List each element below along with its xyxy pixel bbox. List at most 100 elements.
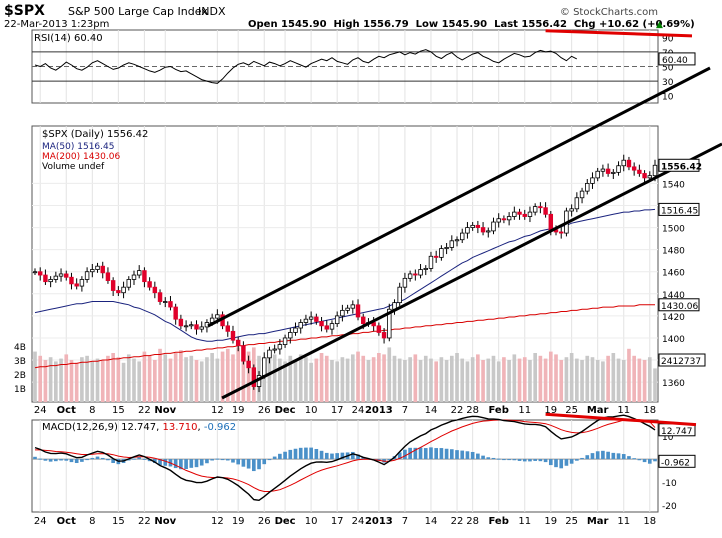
candle-body <box>110 280 116 291</box>
candle-body <box>381 332 387 339</box>
macd-histogram-bar <box>314 448 319 460</box>
volume-bar <box>215 358 220 402</box>
volume-bar <box>418 360 423 402</box>
candle-body <box>163 301 168 303</box>
candle-body <box>475 224 481 228</box>
macd-histogram-bar <box>179 459 183 470</box>
price-x-tick-label: 22 <box>451 405 464 416</box>
volume-bar <box>319 353 324 402</box>
price-tick-label: 1420 <box>662 313 685 323</box>
candle-body <box>585 183 590 192</box>
volume-bar <box>387 347 392 402</box>
volume-bar <box>90 361 95 402</box>
candle-body <box>183 325 189 328</box>
volume-bar <box>262 360 267 402</box>
price-x-tick-label: 11 <box>617 405 630 416</box>
candle-body <box>69 276 74 285</box>
candle-body <box>298 322 303 329</box>
date-time: 22-Mar-2013 1:23pm <box>4 19 109 30</box>
volume-bar <box>48 357 53 402</box>
macd-histogram-bar <box>538 459 543 462</box>
volume-bar <box>267 357 272 402</box>
candle-body <box>361 316 366 325</box>
rsi-value-box <box>658 52 696 66</box>
candle-body <box>616 165 621 173</box>
candle-body <box>314 316 319 322</box>
macd-histogram-bar <box>387 459 392 461</box>
macd-histogram-bar <box>397 452 402 460</box>
price-x-tick-label: 15 <box>112 405 125 416</box>
candle-body <box>121 286 126 294</box>
candle-body <box>303 318 309 323</box>
volume-tick-label: 2B <box>14 371 26 381</box>
macd-x-tick-label: 11 <box>617 516 630 527</box>
candle-body <box>631 166 637 171</box>
volume-bar <box>80 357 84 402</box>
volume-bar <box>69 360 74 402</box>
candle-body <box>131 274 137 280</box>
price-tick-label: 1400 <box>662 335 685 345</box>
macd-histogram-bar <box>470 451 475 460</box>
volume-bar <box>345 358 350 402</box>
price-x-tick-label: 11 <box>518 405 531 416</box>
macd-x-tick-label: 24 <box>34 516 47 527</box>
volume-bar <box>507 360 511 402</box>
candle-body <box>522 213 527 217</box>
macd-histogram-bar <box>319 450 324 460</box>
macd-histogram-bar <box>403 449 407 460</box>
macd-histogram-bar <box>502 459 506 461</box>
macd-histogram-bar <box>340 452 345 460</box>
volume-bar <box>476 354 480 402</box>
macd-histogram-bar <box>126 459 131 461</box>
volume-bar <box>293 360 298 402</box>
candle-body <box>334 315 340 325</box>
volume-bar <box>621 360 626 402</box>
rsi-tick-label: 30 <box>662 78 674 88</box>
candle-body <box>319 321 324 327</box>
volume-bar <box>392 355 397 402</box>
macd-histogram-bar <box>465 451 470 460</box>
exchange-label: INDX <box>198 5 226 18</box>
macd-histogram-bar <box>418 447 423 460</box>
price-x-tick-label: 22 <box>138 405 151 416</box>
macd-x-tick-label: 7 <box>402 516 408 527</box>
price-x-tick-label: Mar <box>587 405 609 416</box>
candle-body <box>329 323 335 330</box>
candle-body <box>402 277 408 288</box>
volume-bar <box>569 353 574 402</box>
volume-bar <box>517 358 522 402</box>
volume-bar <box>455 353 459 402</box>
volume-bar <box>179 350 183 402</box>
volume-bar <box>481 360 485 402</box>
volume-bar <box>423 355 428 402</box>
candle-body <box>480 227 486 233</box>
volume-bar <box>163 354 168 402</box>
macd-histogram-bar <box>517 459 522 461</box>
candle-body <box>506 216 512 221</box>
candle-body <box>538 206 543 209</box>
price-tick-label: 1500 <box>662 225 685 235</box>
candle-body <box>215 314 220 319</box>
volume-bar <box>85 355 89 402</box>
candle-body <box>569 208 574 212</box>
macd-histogram-bar <box>554 459 558 468</box>
macd-histogram-bar <box>33 456 37 460</box>
macd-histogram-bar <box>496 458 501 460</box>
macd-histogram-bar <box>158 459 162 466</box>
macd-x-tick-label: 14 <box>425 516 438 527</box>
price-x-tick-label: 26 <box>258 405 271 416</box>
macd-histogram-bar <box>205 459 209 464</box>
volume-bar <box>642 360 647 402</box>
macd-histogram-bar <box>460 450 465 460</box>
volume-bar <box>132 358 136 402</box>
macd-histogram-bar <box>54 459 58 462</box>
macd-histogram-bar <box>225 459 230 461</box>
candle-body <box>340 309 345 317</box>
volume-bar <box>272 354 277 402</box>
macd-histogram-bar <box>163 459 168 466</box>
volume-bar <box>283 361 287 402</box>
rsi-legend: RSI(14) 60.40 <box>34 33 103 44</box>
candle-body <box>433 255 439 258</box>
candle-body <box>454 239 460 242</box>
